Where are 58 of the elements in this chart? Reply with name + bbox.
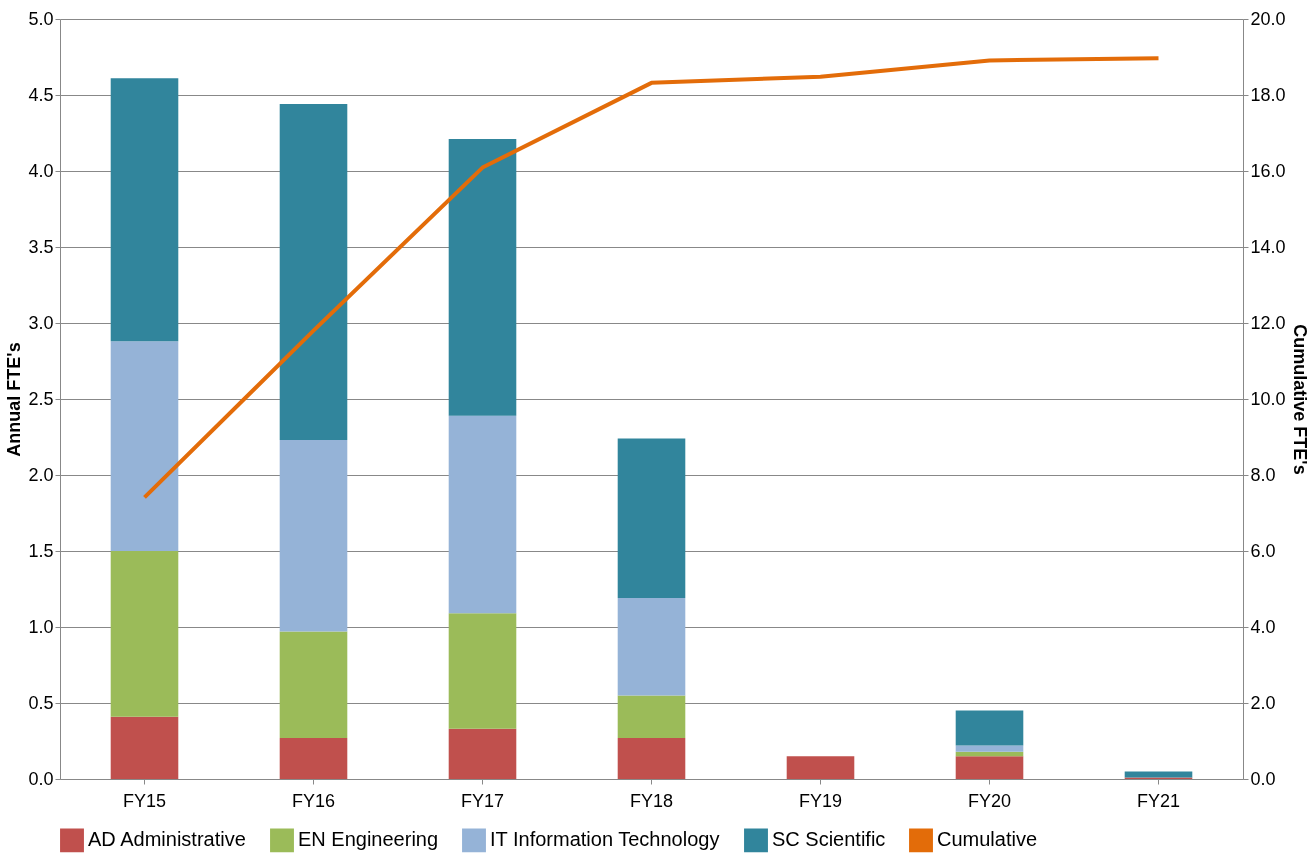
bar bbox=[110, 716, 179, 779]
bar bbox=[448, 139, 517, 416]
bar bbox=[448, 728, 517, 779]
bar bbox=[448, 613, 517, 729]
y-tick-label: 5.0 bbox=[28, 8, 54, 29]
y2-tick-label: 14.0 bbox=[1250, 236, 1286, 257]
bar bbox=[110, 341, 179, 551]
legend-label: AD Administrative bbox=[88, 828, 246, 851]
bar bbox=[955, 745, 1024, 752]
y2-tick-label: 8.0 bbox=[1250, 464, 1276, 485]
y-tick-label: 4.0 bbox=[28, 160, 54, 181]
y2-axis-title: Cumulative FTE's bbox=[1289, 324, 1310, 475]
y2-tick-label: 18.0 bbox=[1250, 84, 1286, 105]
y2-tick-label: 4.0 bbox=[1250, 616, 1276, 637]
x-tick-label: FY21 bbox=[1136, 790, 1181, 811]
bar bbox=[617, 438, 686, 599]
y2-tick-label: 20.0 bbox=[1250, 8, 1286, 29]
bar bbox=[786, 756, 855, 779]
x-tick-label: FY19 bbox=[798, 790, 843, 811]
y-tick-label: 3.0 bbox=[28, 312, 54, 333]
legend-label: EN Engineering bbox=[298, 828, 439, 851]
bar bbox=[110, 78, 179, 342]
x-tick-label: FY18 bbox=[629, 790, 674, 811]
bar bbox=[1124, 771, 1193, 778]
x-tick-label: FY16 bbox=[291, 790, 336, 811]
legend-label: Cumulative bbox=[937, 828, 1038, 851]
bar bbox=[617, 737, 686, 779]
y-tick-label: 2.0 bbox=[28, 464, 54, 485]
y2-tick-label: 0.0 bbox=[1250, 768, 1276, 789]
y2-tick-label: 6.0 bbox=[1250, 540, 1276, 561]
legend-label: SC Scientific bbox=[772, 828, 886, 851]
x-tick-label: FY15 bbox=[122, 790, 167, 811]
bar bbox=[955, 710, 1024, 746]
bar bbox=[955, 756, 1024, 779]
x-tick-label: FY17 bbox=[460, 790, 505, 811]
y2-tick-label: 12.0 bbox=[1250, 312, 1286, 333]
bar bbox=[279, 440, 348, 632]
bar bbox=[279, 631, 348, 738]
legend-label: IT Information Technology bbox=[490, 828, 720, 851]
y-tick-label: 4.5 bbox=[28, 84, 54, 105]
y-tick-label: 1.0 bbox=[28, 616, 54, 637]
y-tick-label: 3.5 bbox=[28, 236, 54, 257]
y2-tick-label: 16.0 bbox=[1250, 160, 1286, 181]
y-tick-label: 0.0 bbox=[28, 768, 54, 789]
y-tick-label: 2.5 bbox=[28, 388, 54, 409]
line-series bbox=[142, 56, 1161, 500]
y2-tick-label: 10.0 bbox=[1250, 388, 1286, 409]
bar bbox=[617, 695, 686, 738]
bar bbox=[448, 415, 517, 614]
bar bbox=[279, 737, 348, 779]
y-tick-label: 0.5 bbox=[28, 692, 54, 713]
y-tick-label: 1.5 bbox=[28, 540, 54, 561]
bar bbox=[110, 551, 179, 717]
x-tick-label: FY20 bbox=[967, 790, 1012, 811]
bar bbox=[279, 104, 348, 441]
bar bbox=[617, 598, 686, 696]
y-axis-title: Annual FTE's bbox=[4, 342, 25, 457]
y2-tick-label: 2.0 bbox=[1250, 692, 1276, 713]
